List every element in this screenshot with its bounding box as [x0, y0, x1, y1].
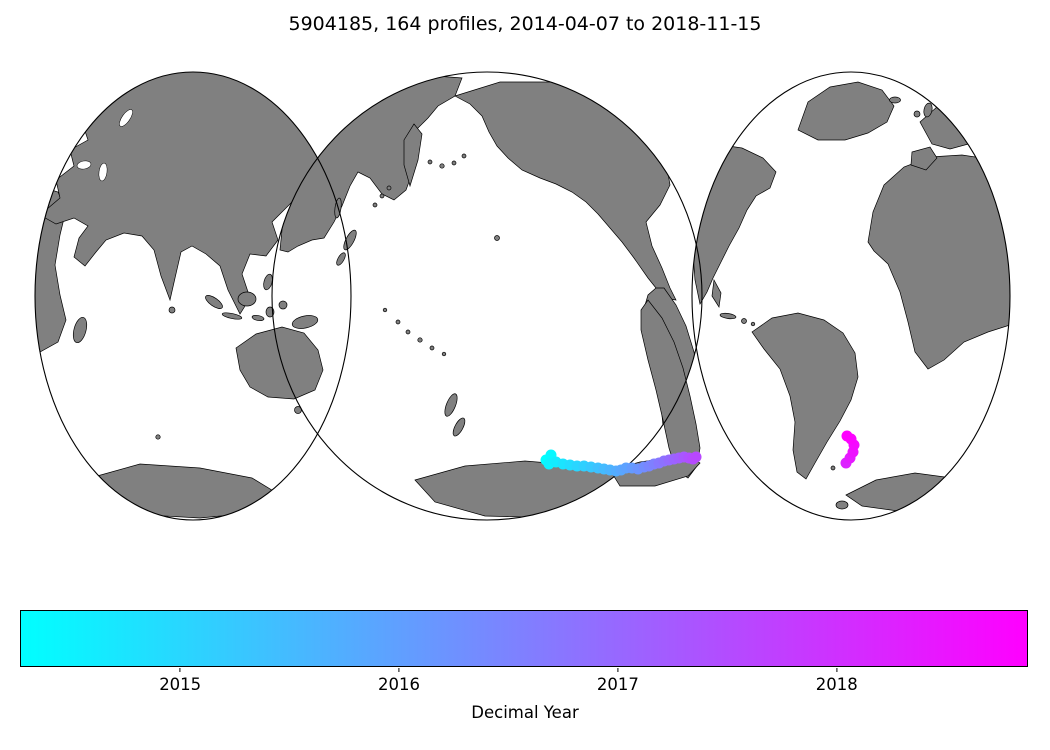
kuril-island-1: [372, 202, 378, 208]
new-caledonia: [395, 319, 401, 325]
colorbar-tick-label: 2015: [159, 675, 202, 694]
australia: [235, 326, 324, 400]
baltic-sea: [119, 109, 133, 127]
colorbar-ticks: 2015 2016 2017 2018: [20, 668, 1028, 698]
new-guinea: [291, 315, 319, 329]
caspian-sea: [98, 162, 108, 182]
maluku: [278, 300, 288, 310]
lobe-center-outline: [271, 71, 703, 521]
colorbar-tick-label: 2017: [596, 675, 639, 694]
cuba: [719, 312, 737, 320]
sumatra: [205, 295, 223, 309]
colorbar-tick-label: 2018: [815, 675, 858, 694]
kuril-island-2: [379, 193, 385, 199]
black-sea: [76, 160, 92, 170]
hispaniola: [741, 318, 747, 324]
colorbar-tickmark: [398, 668, 400, 672]
colorbar: [20, 610, 1028, 667]
falkland-islands: [830, 465, 836, 471]
colorbar-tickmark: [836, 668, 838, 672]
figure-title: 5904185, 164 profiles, 2014-04-07 to 201…: [288, 13, 762, 35]
new-zealand-south: [452, 417, 466, 437]
antarctica-right-patch: [835, 500, 849, 510]
africa: [867, 154, 1010, 370]
iberia: [910, 146, 938, 171]
sri-lanka: [168, 306, 176, 314]
aleutian-2: [439, 163, 445, 169]
lobe-junction-land: [609, 299, 701, 487]
profile-point: [690, 451, 702, 463]
hawaii: [494, 235, 500, 241]
java: [221, 312, 243, 320]
new-zealand-north: [444, 393, 458, 417]
lesser-sunda: [251, 314, 265, 322]
map-lobe-outlines: [34, 71, 1011, 521]
madagascar: [72, 316, 88, 344]
float-trajectory: [540, 430, 860, 477]
lobe-left-outline: [34, 71, 352, 521]
south-america: [751, 312, 859, 480]
vanuatu: [405, 329, 411, 335]
puerto-rico: [750, 321, 756, 327]
greenland: [797, 81, 895, 141]
borneo: [237, 291, 257, 307]
lobe-right-outline: [691, 71, 1011, 521]
profile-point: [841, 430, 853, 442]
colorbar-label: Decimal Year: [471, 703, 579, 722]
colorbar-tickmark: [179, 668, 181, 672]
iceland: [889, 96, 901, 104]
aleutian-4: [461, 153, 467, 159]
tonga: [441, 351, 447, 357]
aleutian-3: [451, 160, 457, 166]
kuril-island-3: [386, 185, 392, 191]
kamchatka: [403, 123, 423, 188]
south-america-tail-junction: [640, 299, 701, 479]
great-britain: [923, 102, 933, 118]
aleutian-1: [427, 159, 433, 165]
kerguelen-island: [155, 434, 161, 440]
japan-kyushu: [336, 252, 346, 266]
solomon: [382, 307, 388, 313]
fiji: [417, 337, 423, 343]
ireland: [913, 110, 921, 118]
colorbar-tick-label: 2016: [378, 675, 421, 694]
colorbar-tickmark: [617, 668, 619, 672]
samoa: [429, 345, 435, 351]
florida: [711, 278, 722, 308]
